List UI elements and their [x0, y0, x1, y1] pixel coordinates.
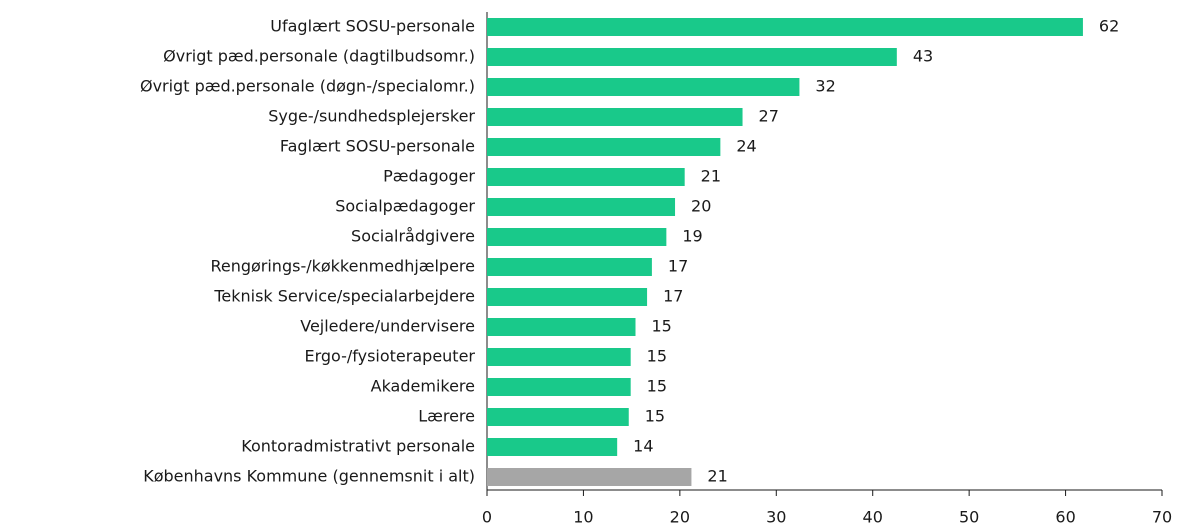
bar [487, 348, 631, 366]
y-tick-label: Vejledere/undervisere [300, 317, 475, 336]
y-tick-label: Syge-/sundhedsplejersker [268, 107, 475, 126]
y-tick-label: Socialpædagoger [335, 197, 475, 216]
x-tick-label: 70 [1152, 508, 1172, 527]
x-tick-label: 50 [959, 508, 979, 527]
data-label: 15 [647, 377, 667, 396]
data-label: 19 [682, 227, 702, 246]
y-tick-label: Ergo-/fysioterapeuter [304, 347, 475, 366]
y-tick-label: Lærere [418, 407, 475, 426]
y-tick-label: Socialrådgivere [351, 227, 475, 246]
y-tick-label: Københavns Kommune (gennemsnit i alt) [143, 467, 475, 486]
data-label: 15 [645, 407, 665, 426]
data-label: 43 [913, 47, 933, 66]
bar [487, 288, 648, 306]
data-label: 17 [668, 257, 688, 276]
bar [487, 18, 1083, 36]
bar [487, 438, 618, 456]
y-tick-label: Rengørings-/køkkenmedhjælpere [210, 257, 475, 276]
bar [487, 408, 629, 426]
bar [487, 168, 685, 186]
y-tick-label: Øvrigt pæd.personale (dagtilbudsomr.) [163, 47, 475, 66]
data-label: 14 [633, 437, 653, 456]
x-tick-label: 60 [1055, 508, 1075, 527]
data-label: 27 [759, 107, 779, 126]
bar [487, 228, 667, 246]
x-tick-label: 10 [573, 508, 593, 527]
x-tick-label: 40 [863, 508, 883, 527]
data-label: 21 [707, 467, 727, 486]
data-label: 15 [647, 347, 667, 366]
bar [487, 258, 652, 276]
bar [487, 78, 800, 96]
y-tick-label: Teknisk Service/specialarbejdere [213, 287, 475, 306]
data-label: 32 [815, 77, 835, 96]
data-label: 20 [691, 197, 711, 216]
x-tick-label: 0 [482, 508, 492, 527]
y-tick-label: Pædagoger [383, 167, 475, 186]
bar [487, 108, 743, 126]
bar [487, 468, 692, 486]
bar [487, 318, 636, 336]
y-tick-label: Kontoradmistrativt personale [241, 437, 475, 456]
data-label: 62 [1099, 17, 1119, 36]
data-label: 24 [736, 137, 756, 156]
x-tick-label: 20 [670, 508, 690, 527]
bar [487, 198, 676, 216]
bar [487, 378, 631, 396]
data-label: 21 [701, 167, 721, 186]
x-tick-label: 30 [766, 508, 786, 527]
y-tick-label: Øvrigt pæd.personale (døgn-/specialomr.) [140, 77, 475, 96]
data-label: 17 [663, 287, 683, 306]
bar [487, 138, 721, 156]
bar [487, 48, 897, 66]
data-label: 15 [652, 317, 672, 336]
y-tick-label: Faglært SOSU-personale [280, 137, 475, 156]
y-tick-label: Akademikere [371, 377, 475, 396]
y-tick-label: Ufaglært SOSU-personale [270, 17, 475, 36]
